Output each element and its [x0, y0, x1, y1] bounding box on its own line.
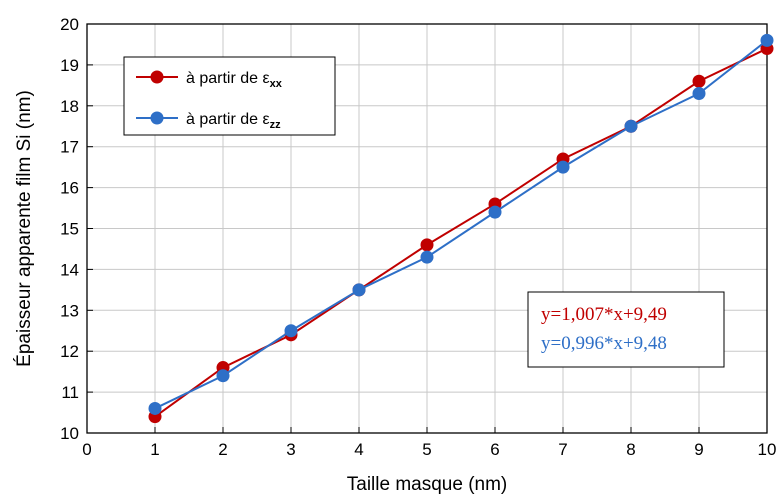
- x-tick-label: 5: [422, 440, 431, 459]
- data-point: [760, 33, 774, 47]
- legend-label: à partir de εxx: [186, 70, 283, 90]
- data-point: [692, 74, 706, 88]
- series-layer: [148, 33, 774, 424]
- legend-item-zz: à partir de εzz: [136, 111, 281, 131]
- x-tick-label: 2: [218, 440, 227, 459]
- equation-line: y=0,996*x+9,48: [541, 333, 667, 354]
- equation-line: y=1,007*x+9,49: [541, 304, 667, 325]
- equation-box-frame: [527, 291, 725, 368]
- y-tick-label: 18: [60, 97, 79, 116]
- y-tick-label: 12: [60, 342, 79, 361]
- x-tick-label: 3: [286, 440, 295, 459]
- series-line: [154, 47, 768, 418]
- y-tick-label: 11: [61, 383, 79, 402]
- data-point: [420, 250, 434, 264]
- y-tick-label: 14: [60, 260, 79, 279]
- legend-label-subscript: zz: [270, 119, 282, 131]
- x-tick-label: 6: [490, 440, 499, 459]
- x-tick-label: 7: [558, 440, 567, 459]
- x-tick-label: 4: [354, 440, 363, 459]
- data-point: [488, 205, 502, 219]
- series-zz: [148, 33, 774, 415]
- x-axis-title: Taille masque (nm): [347, 474, 508, 495]
- legend-label-subscript: xx: [270, 78, 283, 90]
- data-point: [216, 369, 230, 383]
- legend-item-xx: à partir de εxx: [136, 70, 283, 90]
- data-point: [420, 238, 434, 252]
- x-tick-label: 8: [626, 440, 635, 459]
- data-point: [692, 87, 706, 101]
- data-point: [148, 401, 162, 415]
- y-tick-label: 15: [60, 220, 79, 239]
- x-tick-label: 0: [82, 440, 91, 459]
- equation-box: y=1,007*x+9,49 y=0,996*x+9,48: [527, 291, 725, 368]
- series-line: [154, 39, 768, 410]
- legend-label: à partir de εzz: [186, 111, 281, 131]
- data-point: [284, 324, 298, 338]
- legend-label-main: à partir de ε: [186, 111, 270, 128]
- y-tick-label: 20: [60, 15, 79, 34]
- x-axis-ticks: 0 1 2 3 4 5 6 7 8 9 10: [82, 427, 776, 459]
- y-tick-label: 17: [60, 138, 79, 157]
- x-tick-label: 10: [758, 440, 777, 459]
- legend-marker: [150, 70, 164, 84]
- y-tick-label: 16: [60, 179, 79, 198]
- data-point: [556, 160, 570, 174]
- legend-marker: [150, 111, 164, 125]
- legend-label-main: à partir de ε: [186, 70, 270, 87]
- y-axis-ticks: 10 11 12 13 14 15 16 17 18 19 20: [60, 15, 93, 443]
- y-axis-title: Épaisseur apparente film Si (nm): [14, 90, 35, 367]
- x-tick-label: 1: [150, 440, 159, 459]
- y-tick-label: 10: [60, 424, 79, 443]
- data-point: [352, 283, 366, 297]
- y-tick-label: 19: [60, 56, 79, 75]
- x-tick-label: 9: [694, 440, 703, 459]
- y-tick-label: 13: [60, 301, 79, 320]
- data-point: [624, 119, 638, 133]
